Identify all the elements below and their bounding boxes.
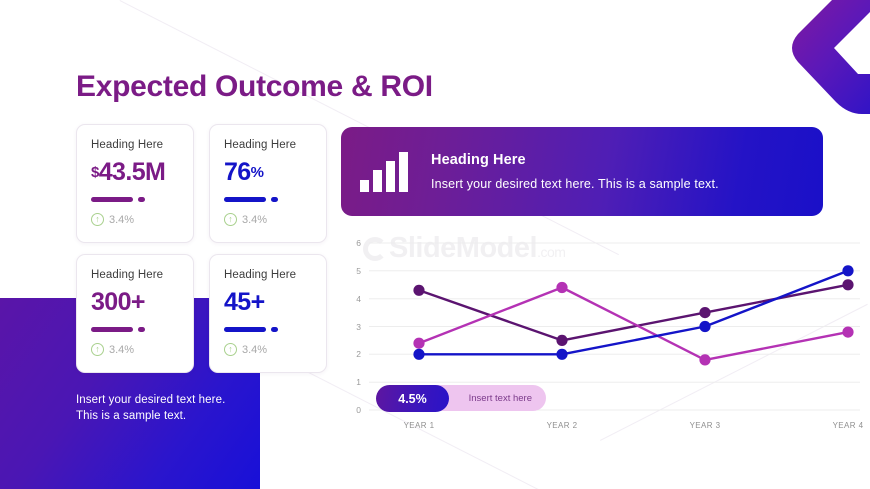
kpi-delta-value: 3.4% xyxy=(242,343,268,356)
watermark-ring-icon xyxy=(363,237,387,261)
kpi-card-2[interactable]: Heading Here 76% ↑ 3.4% xyxy=(209,124,327,243)
divider-dot xyxy=(138,327,145,332)
banner-subtext: Insert your desired text here. This is a… xyxy=(431,177,719,191)
divider-dot xyxy=(271,327,278,332)
kpi-value: 300+ xyxy=(91,288,193,316)
kpi-heading: Heading Here xyxy=(224,139,297,151)
bar-chart-icon xyxy=(359,151,413,192)
y-axis-tick-label: 1 xyxy=(356,377,361,388)
divider-bar xyxy=(91,197,133,202)
kpi-divider xyxy=(91,327,193,332)
kpi-divider xyxy=(224,327,326,332)
page-title: Expected Outcome & ROI xyxy=(76,70,433,103)
kpi-value-suffix: + xyxy=(130,288,146,316)
arrow-up-icon: ↑ xyxy=(224,343,237,356)
kpi-card-3[interactable]: Heading Here 300+ ↑ 3.4% xyxy=(76,254,194,373)
chart-plot xyxy=(369,242,860,411)
arrow-up-icon: ↑ xyxy=(224,213,237,226)
divider-bar xyxy=(91,327,133,332)
callout-value-pill: 4.5% xyxy=(376,385,449,412)
highlight-banner[interactable]: Heading Here Insert your desired text he… xyxy=(341,127,823,216)
kpi-divider xyxy=(224,197,326,202)
kpi-heading: Heading Here xyxy=(91,269,164,281)
y-axis-tick-label: 2 xyxy=(356,349,361,360)
kpi-delta: ↑ 3.4% xyxy=(91,343,193,356)
arrow-up-icon: ↑ xyxy=(91,343,104,356)
kpi-delta-value: 3.4% xyxy=(242,213,268,226)
kpi-value-number: 43.5M xyxy=(98,158,166,186)
divider-bar xyxy=(224,327,266,332)
kpi-delta-value: 3.4% xyxy=(109,343,135,356)
callout-label: Insert text here xyxy=(468,392,532,404)
kpi-value: 45+ xyxy=(224,288,326,316)
line-chart[interactable]: SlideModel.com 0 1 2 3 4 5 6 YEAR 1 YEAR 2 YEAR … xyxy=(341,232,870,442)
divider-bar xyxy=(224,197,266,202)
y-axis-tick-label: 0 xyxy=(356,405,361,415)
kpi-value-suffix: % xyxy=(250,164,264,181)
bottom-left-text: Insert your desired text here. This is a… xyxy=(76,394,226,422)
y-axis-tick-label: 4 xyxy=(356,293,361,304)
kpi-delta: ↑ 3.4% xyxy=(224,213,326,226)
kpi-divider xyxy=(91,197,193,202)
kpi-value: $43.5M xyxy=(91,158,193,186)
divider-dot xyxy=(138,197,145,202)
chevron-decoration xyxy=(762,0,870,114)
kpi-card-4[interactable]: Heading Here 45+ ↑ 3.4% xyxy=(209,254,327,373)
kpi-delta-value: 3.4% xyxy=(109,213,135,226)
kpi-delta: ↑ 3.4% xyxy=(91,213,193,226)
y-axis-tick-label: 3 xyxy=(356,321,361,332)
x-axis-tick-label: YEAR 3 xyxy=(689,421,721,430)
y-axis-tick-label: 5 xyxy=(356,265,361,276)
x-axis-tick-label: YEAR 1 xyxy=(403,421,435,430)
kpi-value-number: 76 xyxy=(224,158,251,186)
kpi-value-prefix: $ xyxy=(91,164,99,181)
watermark-main: SlideModel xyxy=(389,232,538,264)
kpi-heading: Heading Here xyxy=(224,269,297,281)
kpi-value-number: 300 xyxy=(91,288,132,316)
kpi-heading: Heading Here xyxy=(91,139,164,151)
arrow-up-icon: ↑ xyxy=(91,213,104,226)
y-axis-tick-label: 6 xyxy=(356,238,361,248)
kpi-delta: ↑ 3.4% xyxy=(224,343,326,356)
banner-heading: Heading Here xyxy=(431,152,526,168)
watermark-suffix: .com xyxy=(537,244,566,260)
x-axis-tick-label: YEAR 2 xyxy=(546,421,578,430)
kpi-value-suffix: + xyxy=(250,288,266,316)
x-axis-tick-label: YEAR 4 xyxy=(832,421,864,430)
kpi-card-1[interactable]: Heading Here $43.5M ↑ 3.4% xyxy=(76,124,194,243)
kpi-value: 76% xyxy=(224,158,326,186)
kpi-value-number: 45 xyxy=(224,288,251,316)
banner-copy: Heading Here Insert your desired text he… xyxy=(431,152,719,191)
divider-dot xyxy=(271,197,278,202)
slidemodel-watermark: SlideModel.com xyxy=(363,232,566,265)
